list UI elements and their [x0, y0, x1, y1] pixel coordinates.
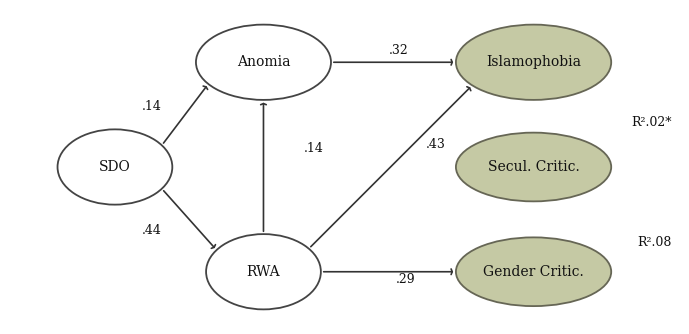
Text: .14: .14 [142, 100, 162, 113]
Text: .43: .43 [426, 138, 446, 151]
Text: SDO: SDO [99, 160, 131, 174]
Text: .14: .14 [304, 143, 324, 156]
Ellipse shape [57, 129, 172, 205]
Ellipse shape [456, 133, 611, 201]
Text: Secul. Critic.: Secul. Critic. [488, 160, 579, 174]
Text: RWA: RWA [247, 265, 280, 279]
Text: .32: .32 [389, 44, 409, 57]
Ellipse shape [456, 237, 611, 306]
Ellipse shape [196, 25, 331, 100]
Text: Anomia: Anomia [237, 55, 290, 69]
Text: .29: .29 [395, 274, 415, 287]
Ellipse shape [456, 25, 611, 100]
Text: Islamophobia: Islamophobia [486, 55, 581, 69]
Ellipse shape [206, 234, 321, 309]
Text: R².08: R².08 [637, 236, 672, 249]
Text: Gender Critic.: Gender Critic. [483, 265, 584, 279]
Text: R².02*: R².02* [632, 116, 672, 129]
Text: .44: .44 [142, 224, 162, 237]
